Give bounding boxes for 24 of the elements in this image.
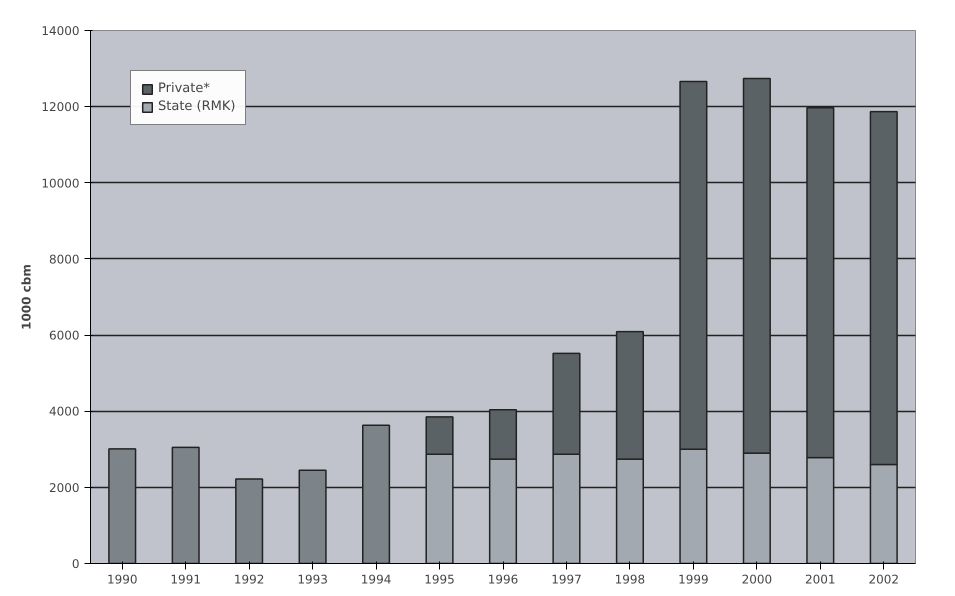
y-tick-label: 10000 — [41, 176, 80, 190]
y-tick-label: 6000 — [48, 328, 80, 343]
x-tick-label: 1995 — [424, 572, 455, 586]
x-tick-label: 1998 — [614, 572, 646, 586]
x-tick-label: 2001 — [805, 572, 836, 586]
y-tick-label: 2000 — [48, 480, 80, 495]
legend-label: State (RMK) — [158, 99, 236, 114]
x-tick-label: 1996 — [488, 572, 518, 586]
y-axis-title: 1000 cbm — [19, 264, 34, 330]
x-tick-label: 1994 — [360, 572, 392, 586]
x-tick-label: 1993 — [297, 572, 328, 586]
y-tick-label: 12000 — [41, 100, 80, 114]
x-tick-label: 2002 — [868, 572, 900, 586]
x-tick-label: 1991 — [170, 572, 201, 586]
y-tick-label: 8000 — [48, 252, 80, 266]
y-tick-label: 4000 — [48, 404, 80, 419]
x-tick-label: 2000 — [742, 572, 772, 586]
legend-label: Private* — [158, 81, 210, 96]
x-tick-label: 1992 — [234, 572, 264, 586]
x-tick-label: 1999 — [678, 572, 709, 586]
y-tick-label: 0 — [72, 557, 80, 571]
x-tick-label: 1997 — [551, 572, 582, 586]
x-tick-label: 1990 — [106, 572, 138, 586]
y-tick-label: 14000 — [41, 24, 80, 38]
